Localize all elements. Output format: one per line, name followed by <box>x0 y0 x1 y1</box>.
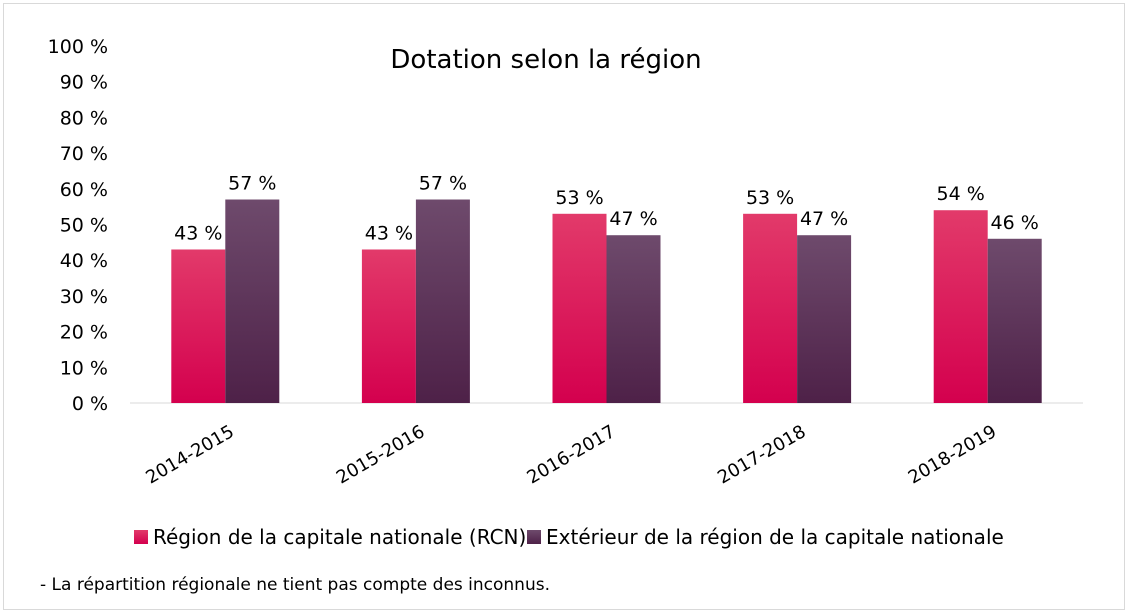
y-tick-label: 90 % <box>60 72 108 94</box>
bar-ext-2018-2019 <box>987 238 1042 403</box>
legend-label-ext: Extérieur de la région de la capitale na… <box>546 525 1004 549</box>
y-tick-label: 0 % <box>72 393 108 415</box>
x-axis: 2014-2015 2015-2016 2016-2017 2017-2018 2018… <box>142 421 1000 488</box>
y-tick-label: 20 % <box>60 322 108 344</box>
data-label-rcn-2016-2017: 53 % <box>555 187 603 209</box>
y-tick-label: 100 % <box>48 36 108 58</box>
data-label-rcn-2017-2018: 53 % <box>746 187 794 209</box>
data-label-ext-2015-2016: 57 % <box>419 173 467 195</box>
x-tick-label: 2018-2019 <box>905 421 1000 488</box>
chart-title: Dotation selon la région <box>390 45 701 75</box>
bar-rcn-2015-2016 <box>361 249 416 403</box>
data-labels: 43 % 57 % 43 % 57 % 53 % 47 % 53 % 47 % 54 % 46 % <box>174 173 1039 245</box>
y-tick-label: 40 % <box>60 250 108 272</box>
bar-ext-2014-2015 <box>225 199 280 403</box>
y-tick-label: 70 % <box>60 143 108 165</box>
y-tick-label: 50 % <box>60 215 108 237</box>
x-tick-label: 2017-2018 <box>714 421 809 488</box>
y-axis: 0 % 10 % 20 % 30 % 40 % 50 % 60 % 70 % 80 % 90 % 1… <box>48 36 108 415</box>
x-tick-label: 2015-2016 <box>333 421 428 488</box>
bar-rcn-2017-2018 <box>743 213 798 403</box>
data-label-ext-2014-2015: 57 % <box>228 173 276 195</box>
y-tick-label: 60 % <box>60 179 108 201</box>
data-label-ext-2017-2018: 47 % <box>800 208 848 230</box>
bar-rcn-2014-2015 <box>171 249 226 403</box>
bars <box>171 199 1042 403</box>
y-tick-label: 80 % <box>60 107 108 129</box>
footnote: - La répartition régionale ne tient pas … <box>40 575 550 595</box>
x-tick-label: 2014-2015 <box>142 421 237 488</box>
x-tick-label: 2016-2017 <box>524 421 619 488</box>
bar-ext-2016-2017 <box>606 235 661 403</box>
bar-rcn-2016-2017 <box>552 213 607 403</box>
data-label-ext-2018-2019: 46 % <box>991 212 1039 234</box>
bar-ext-2015-2016 <box>415 199 470 403</box>
data-label-rcn-2018-2019: 54 % <box>937 183 985 205</box>
data-label-rcn-2014-2015: 43 % <box>174 222 222 244</box>
legend: Région de la capitale nationale (RCN) Ex… <box>134 525 1004 549</box>
legend-label-rcn: Région de la capitale nationale (RCN) <box>153 525 526 549</box>
legend-swatch-rcn <box>134 530 148 544</box>
y-tick-label: 10 % <box>60 357 108 379</box>
bar-rcn-2018-2019 <box>933 210 988 403</box>
data-label-ext-2016-2017: 47 % <box>609 208 657 230</box>
y-tick-label: 30 % <box>60 286 108 308</box>
legend-swatch-ext <box>527 530 541 544</box>
data-label-rcn-2015-2016: 43 % <box>365 222 413 244</box>
bar-ext-2017-2018 <box>797 235 852 403</box>
